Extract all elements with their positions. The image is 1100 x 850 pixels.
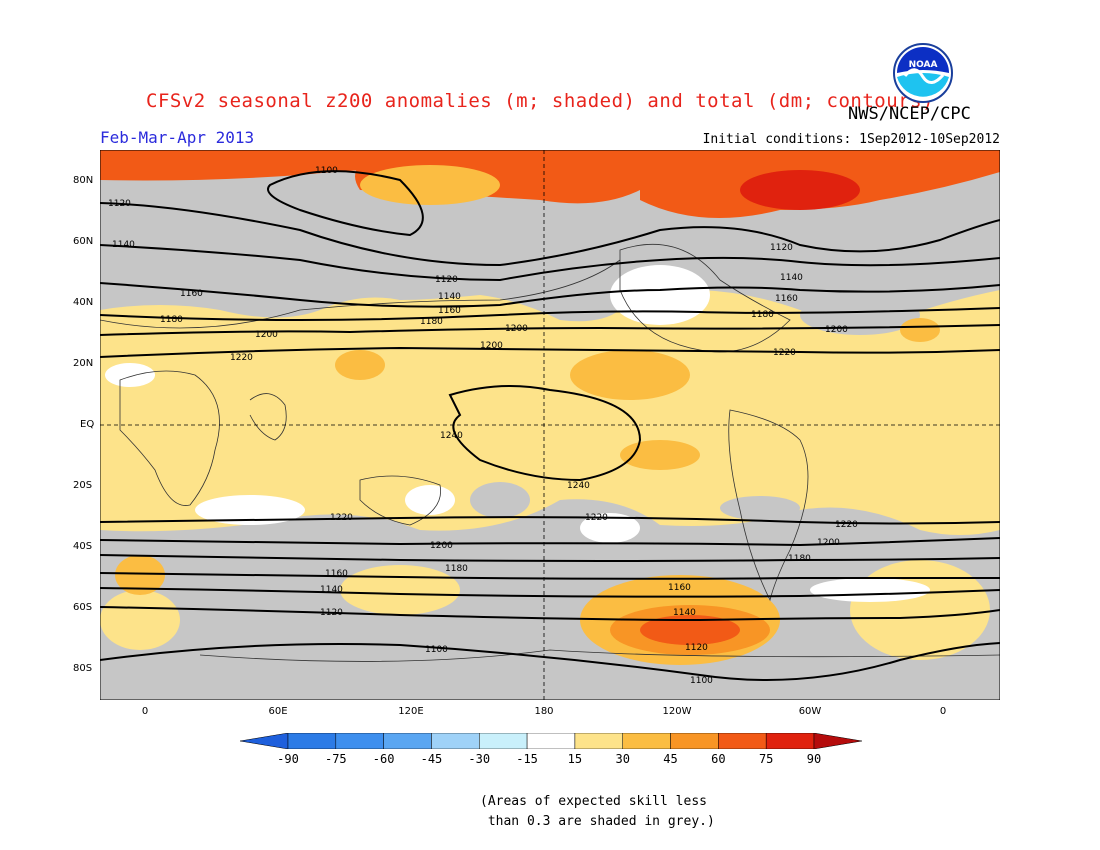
contour-label: 1120 [685,643,708,653]
colorbar-cell [574,733,623,749]
colorbar-label: -60 [372,752,395,766]
lat-label: 60S [73,602,93,613]
colorbar-cell [718,733,767,749]
contour-label: 1220 [585,513,608,523]
height-contours [100,170,1000,681]
contour-label: 1180 [160,315,183,325]
coastlines [100,243,1000,662]
contour-label: 1180 [788,554,811,564]
colorbar-cell [622,733,671,749]
colorbar-cell [765,733,815,749]
contour-label: 1200 [505,324,528,334]
lat-label: 80S [73,663,93,674]
near-zero-areas [105,265,930,602]
contour-label: 1100 [315,166,338,176]
contour-label: 1200 [430,541,453,551]
lat-label: 60N [73,236,94,247]
colorbar-cell [240,733,289,749]
colorbar-label: -30 [468,752,491,766]
lon-label: 60W [798,706,822,717]
contour-label: 1140 [780,273,803,283]
lat-label: 20N [73,358,94,369]
lon-label: 60E [268,706,288,717]
contour-label: 1160 [325,569,348,579]
colorbar-cell [383,733,432,749]
colorbar-label: 45 [663,752,678,766]
arctic-positive-anomaly [100,150,1000,218]
contour-label: 1160 [668,583,691,593]
contour-label: 1220 [835,520,858,530]
initial-conditions-label: Initial conditions: 1Sep2012-10Sep2012 [702,132,1000,147]
lon-label: 0 [141,706,149,717]
contour-label: 1200 [817,538,840,548]
lon-label: 120E [398,706,424,717]
colorbar-label: 75 [758,752,774,766]
lon-label: 0 [939,706,947,717]
colorbar-label: 30 [615,752,630,766]
contour-label: 1200 [480,341,503,351]
lat-label: 20S [73,480,93,491]
contour-label: 1200 [255,330,278,340]
colorbar [240,733,862,749]
contour-label: 1240 [440,431,463,441]
svg-text:NOAA: NOAA [909,60,938,70]
contour-label: 1140 [112,240,135,250]
contour-label: 1220 [330,513,353,523]
contour-label: 1180 [751,310,774,320]
lat-label: 40S [73,541,93,552]
lat-label: 40N [73,297,94,308]
contour-label: 1160 [438,306,461,316]
colorbar-label: -45 [420,752,443,766]
contour-label: 1140 [673,608,696,618]
lat-label: 80N [73,175,94,186]
contour-label: 1120 [320,608,343,618]
lat-label: EQ [80,419,95,430]
contour-label: 1140 [320,585,343,595]
contour-label: 1140 [438,292,461,302]
contour-label: 1220 [230,353,253,363]
anomaly-map: 1100 1100 1100 1120 1120 1120 1120 1120 … [100,150,1000,700]
contour-label: 1200 [825,325,848,335]
season-label: Feb-Mar-Apr 2013 [100,128,255,147]
colorbar-cell [670,733,719,749]
contour-labels: 1100 1100 1100 1120 1120 1120 1120 1120 … [108,166,858,686]
organization-label: NWS/NCEP/CPC [848,104,971,124]
colorbar-label: 60 [711,752,726,766]
contour-label: 1240 [567,481,590,491]
contour-label: 1220 [773,348,796,358]
contour-label: 1180 [445,564,468,574]
colorbar-cell [431,733,480,749]
contour-label: 1120 [435,275,458,285]
skill-note: (Areas of expected skill less than 0.3 a… [480,794,715,829]
colorbar-cell [526,733,576,749]
lon-label: 180 [534,706,554,717]
lon-label: 120W [662,706,692,717]
colorbar-label: 15 [567,752,583,766]
contour-label: 1100 [690,676,713,686]
colorbar-label: 90 [806,752,822,766]
chart-title: CFSv2 seasonal z200 anomalies (m; shaded… [146,90,934,112]
colorbar-cell [335,733,384,749]
colorbar-cell [813,733,862,749]
contour-label: 1180 [420,317,443,327]
contour-label: 1120 [108,199,131,209]
contour-label: 1160 [775,294,798,304]
colorbar-cell [479,733,528,749]
colorbar-label: -15 [516,752,538,766]
noaa-logo: NOAA [893,43,953,103]
contour-label: 1120 [770,243,793,253]
colorbar-label: -75 [324,752,347,766]
colorbar-label: -90 [277,752,299,766]
contour-label: 1100 [425,645,448,655]
contour-label: 1160 [180,289,203,299]
colorbar-cell [287,733,337,749]
